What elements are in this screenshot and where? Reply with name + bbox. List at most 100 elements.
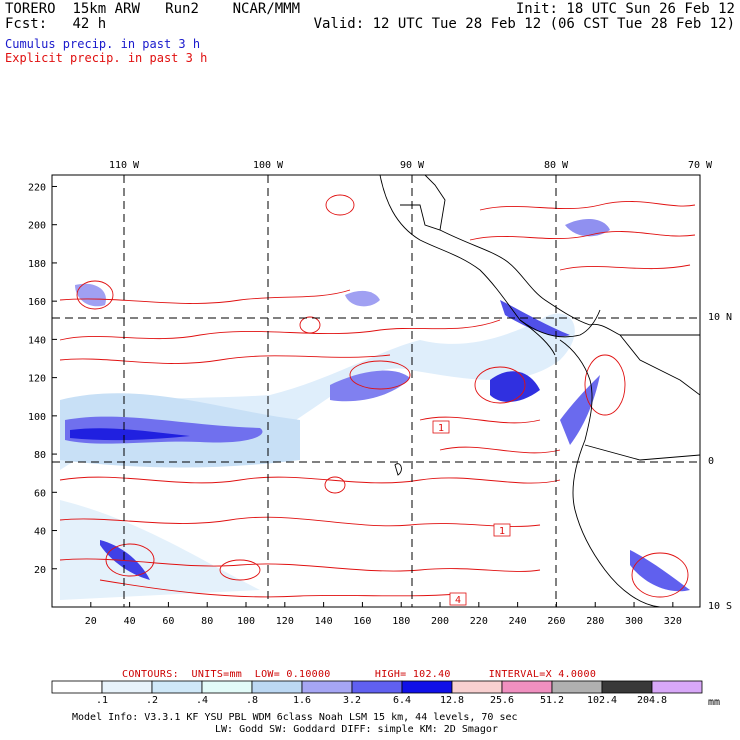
contour-units: UNITS=mm xyxy=(191,669,243,680)
x-tick-label: 160 xyxy=(353,616,371,627)
heavy-precip-central xyxy=(330,370,410,402)
model-info-line-2: LW: Godd SW: Goddard DIFF: simple KM: 2D… xyxy=(215,724,498,735)
legend-value: 6.4 xyxy=(392,695,412,706)
contour-high: HIGH= 102.40 xyxy=(374,669,451,680)
coastline-panama xyxy=(519,319,556,356)
x-tick-label: 200 xyxy=(431,616,449,627)
legend-value: 12.8 xyxy=(439,695,465,706)
y-tick-label: 200 xyxy=(28,221,46,232)
latlon-grid xyxy=(52,175,700,607)
legend-swatch xyxy=(201,680,253,694)
contour-cell xyxy=(219,559,261,581)
x-tick-label: 260 xyxy=(547,616,565,627)
contour-line xyxy=(59,558,541,572)
y-tick-label: 80 xyxy=(34,450,46,461)
legend-value: 51.2 xyxy=(539,695,565,706)
forecast-hour: Fcst: 42 h xyxy=(5,17,106,32)
precip-cell-northwest xyxy=(75,283,106,307)
legend-value: 204.8 xyxy=(636,695,668,706)
legend-swatch xyxy=(551,680,603,694)
contour-label-box xyxy=(449,592,467,606)
contour-line xyxy=(59,319,501,341)
cumulus-field-title: Cumulus precip. in past 3 h xyxy=(5,37,201,51)
x-tick-label: 320 xyxy=(664,616,682,627)
legend-swatch xyxy=(351,680,403,694)
y-tick-label: 160 xyxy=(28,297,46,308)
legend-swatch xyxy=(601,680,653,694)
heavy-precip-peru xyxy=(630,550,690,592)
legend-value: .8 xyxy=(245,695,259,706)
lon-label-80w: 80 W xyxy=(543,160,569,171)
contour-interval: INTERVAL=X 4.0000 xyxy=(488,669,597,680)
galapagos-islands xyxy=(394,463,402,476)
legend-value: 102.4 xyxy=(586,695,618,706)
contour-line xyxy=(59,354,391,364)
legend-swatch xyxy=(101,680,153,694)
border-ecuador-peru xyxy=(584,444,700,461)
contour-cell xyxy=(299,316,321,334)
contour-line xyxy=(99,579,461,598)
y-tick-label: 180 xyxy=(28,259,46,270)
run-name: Run2 xyxy=(165,1,199,17)
contour-cell xyxy=(76,280,114,310)
coastline-south-america-pacific xyxy=(559,339,661,607)
contour-line xyxy=(419,416,541,424)
legend-swatch xyxy=(251,680,303,694)
legend-unit: mm xyxy=(708,697,721,708)
lat-label-equator: 0 xyxy=(708,456,715,467)
contour-cell xyxy=(474,366,526,404)
x-tick-label: 40 xyxy=(124,616,136,627)
x-tick-label: 180 xyxy=(392,616,410,627)
contour-cell xyxy=(324,476,346,494)
legend-swatch xyxy=(151,680,203,694)
legend-swatch xyxy=(651,680,703,694)
lon-label-100w: 100 W xyxy=(252,160,284,171)
precip-cell-caribbean xyxy=(565,218,610,237)
y-tick-label: 20 xyxy=(34,565,46,576)
contour-cell xyxy=(105,543,155,577)
coastlines xyxy=(379,175,700,607)
contour-line xyxy=(59,516,541,527)
legend-value: .4 xyxy=(195,695,209,706)
legend-swatch xyxy=(401,680,453,694)
legend-swatch xyxy=(51,680,103,694)
x-tick-label: 220 xyxy=(470,616,488,627)
intense-precip-panama xyxy=(490,371,540,402)
x-tick-label: 300 xyxy=(625,616,643,627)
x-tick-label: 60 xyxy=(162,616,174,627)
intense-precip-core-west xyxy=(70,428,190,441)
y-tick-label: 40 xyxy=(34,527,46,538)
contour-label-text: 1 xyxy=(499,526,505,537)
x-tick-label: 140 xyxy=(315,616,333,627)
contour-low: LOW= 0.10000 xyxy=(254,669,331,680)
map-frame xyxy=(51,174,701,608)
heavy-precip-southwest xyxy=(100,540,150,580)
explicit-field-title: Explicit precip. in past 3 h xyxy=(5,51,208,65)
contour-cell xyxy=(349,360,411,390)
lat-label-10n: 10 N xyxy=(708,312,733,323)
contour-label: CONTOURS: xyxy=(122,669,179,680)
y-tick-label: 140 xyxy=(28,335,46,346)
legend-swatch xyxy=(301,680,353,694)
coastline-caribbean xyxy=(439,229,700,336)
contour-label-box xyxy=(493,523,511,537)
contour-cell xyxy=(325,194,355,216)
contour-cell xyxy=(631,552,689,598)
x-tick-label: 20 xyxy=(85,616,97,627)
model-resolution: 15km ARW xyxy=(72,1,140,17)
heavy-precip-colombia-coast xyxy=(560,375,600,445)
contour-line xyxy=(559,264,691,271)
contour-line xyxy=(469,231,696,241)
lon-label-90w: 90 W xyxy=(399,160,425,171)
org-name: NCAR/MMM xyxy=(232,1,301,17)
fcst-value: 42 h xyxy=(72,16,107,32)
contour-label-text: 4 xyxy=(455,595,461,606)
contour-line xyxy=(479,201,696,211)
lon-label-70w: 70 W xyxy=(687,160,713,171)
x-tick-label: 100 xyxy=(237,616,255,627)
contour-label-box xyxy=(432,420,450,434)
contour-label-boxes: 1 1 4 xyxy=(432,420,511,606)
axis-ticks: 20 40 60 80 100 120 140 160 180 200 220 240 260 280 30… xyxy=(28,182,682,627)
fcst-label: Fcst: xyxy=(5,16,48,32)
light-precip-southwest xyxy=(60,500,260,600)
